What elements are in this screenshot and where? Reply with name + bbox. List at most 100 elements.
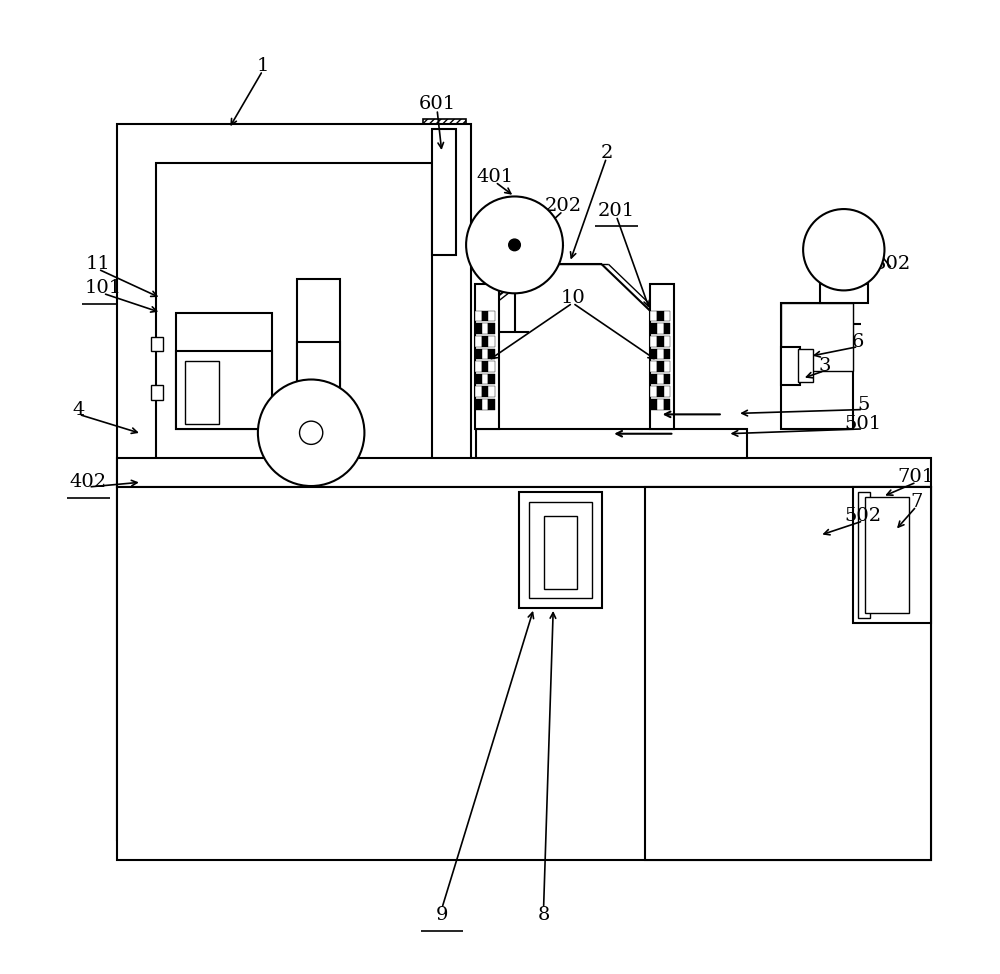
Bar — [650, 361, 657, 372]
Bar — [476, 429, 747, 458]
Bar — [488, 387, 495, 397]
Text: 6: 6 — [852, 333, 865, 351]
Bar — [475, 374, 482, 385]
Bar — [657, 336, 664, 347]
Bar — [657, 374, 664, 385]
Text: 101: 101 — [84, 280, 122, 297]
Bar — [781, 303, 853, 371]
Bar — [544, 516, 577, 588]
Text: 4: 4 — [73, 400, 85, 419]
Bar — [482, 399, 488, 409]
Bar — [781, 347, 800, 386]
Text: 5: 5 — [857, 395, 869, 414]
Bar — [482, 311, 488, 321]
Text: 402: 402 — [70, 473, 107, 491]
Bar — [664, 361, 670, 372]
Bar — [650, 336, 657, 347]
Bar — [650, 323, 657, 334]
Bar — [117, 487, 931, 860]
Text: 601: 601 — [418, 95, 456, 113]
Bar — [117, 458, 471, 487]
Bar — [475, 399, 482, 409]
Bar — [297, 342, 340, 429]
Text: 302: 302 — [874, 255, 911, 274]
Bar — [176, 313, 272, 429]
Bar — [650, 349, 657, 359]
Bar — [176, 352, 272, 429]
Bar — [657, 349, 664, 359]
Bar — [476, 429, 747, 458]
Text: 701: 701 — [898, 468, 935, 486]
Text: 9: 9 — [436, 906, 448, 924]
Text: 502: 502 — [845, 507, 882, 525]
Bar — [865, 497, 909, 613]
Bar — [829, 242, 858, 261]
Bar — [482, 387, 488, 397]
Bar — [475, 283, 499, 429]
Bar — [475, 311, 482, 321]
Bar — [423, 119, 466, 264]
Text: 10: 10 — [560, 289, 585, 307]
Bar — [529, 502, 592, 598]
Bar — [664, 336, 670, 347]
Bar — [650, 374, 657, 385]
Bar — [650, 399, 657, 409]
Circle shape — [803, 209, 884, 290]
Bar — [476, 458, 747, 492]
Bar — [645, 487, 931, 860]
Bar — [117, 124, 156, 841]
Bar — [657, 361, 664, 372]
Bar — [664, 399, 670, 409]
Bar — [798, 349, 813, 383]
Bar — [488, 349, 495, 359]
Bar — [853, 487, 931, 622]
Bar — [858, 492, 870, 618]
Bar — [482, 323, 488, 334]
Bar — [475, 387, 482, 397]
Bar — [482, 349, 488, 359]
Text: 1: 1 — [257, 56, 269, 75]
Bar — [488, 323, 495, 334]
Bar — [117, 124, 471, 163]
Circle shape — [258, 380, 364, 486]
Text: 8: 8 — [537, 906, 550, 924]
Text: 401: 401 — [477, 169, 514, 186]
Bar — [657, 399, 664, 409]
Bar — [482, 336, 488, 347]
Bar — [650, 387, 657, 397]
Bar — [664, 311, 670, 321]
Bar — [664, 323, 670, 334]
Bar — [488, 399, 495, 409]
Text: 7: 7 — [910, 493, 923, 510]
Bar — [664, 387, 670, 397]
Bar — [117, 124, 471, 841]
Text: 2: 2 — [600, 144, 613, 162]
Bar — [475, 323, 482, 334]
Bar — [156, 163, 432, 802]
Bar — [488, 361, 495, 372]
Bar — [488, 311, 495, 321]
Bar — [475, 336, 482, 347]
Bar — [117, 458, 931, 487]
Circle shape — [509, 239, 520, 250]
Circle shape — [466, 197, 563, 293]
Bar — [650, 283, 674, 429]
Bar — [519, 492, 602, 608]
Bar — [657, 387, 664, 397]
Text: 3: 3 — [818, 356, 831, 375]
Circle shape — [300, 421, 323, 444]
Bar — [664, 374, 670, 385]
Bar — [488, 374, 495, 385]
Bar — [475, 349, 482, 359]
Text: 501: 501 — [845, 415, 882, 433]
Bar — [820, 283, 868, 303]
Text: 11: 11 — [86, 255, 110, 274]
Bar — [488, 336, 495, 347]
Bar — [482, 374, 488, 385]
Bar — [657, 323, 664, 334]
Bar — [781, 303, 853, 429]
Bar — [432, 129, 456, 254]
Text: 201: 201 — [598, 202, 635, 220]
Bar — [650, 311, 657, 321]
Bar — [297, 279, 340, 429]
